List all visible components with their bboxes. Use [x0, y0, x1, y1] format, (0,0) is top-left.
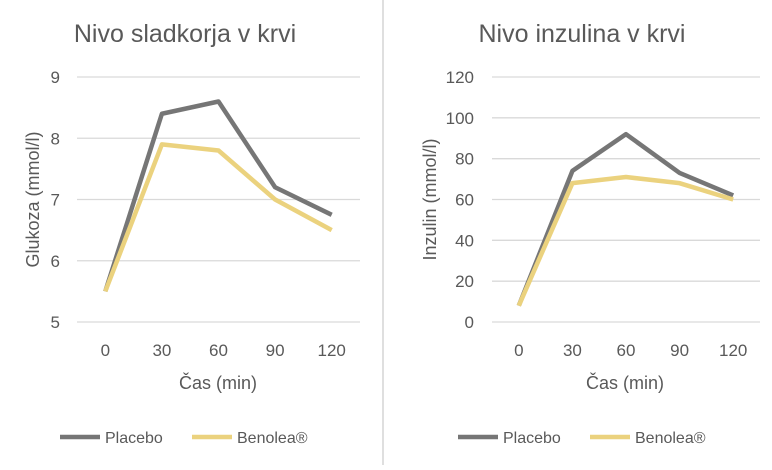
x-tick-label: 120	[318, 341, 346, 360]
x-axis-label: Čas (min)	[179, 372, 257, 393]
chart-title: Nivo sladkorja v krvi	[74, 20, 296, 48]
series-line-placebo	[516, 131, 735, 307]
y-tick-label: 20	[455, 272, 474, 291]
x-tick-label: 30	[563, 341, 582, 360]
series-line-benolea	[516, 174, 734, 307]
y-tick-label: 80	[455, 150, 474, 169]
x-tick-label: 120	[719, 341, 747, 360]
x-tick-label: 90	[266, 341, 285, 360]
x-axis-label: Čas (min)	[586, 372, 664, 393]
legend-label: Placebo	[503, 430, 561, 447]
x-tick-label: 0	[101, 341, 110, 360]
y-tick-label: 9	[51, 68, 60, 87]
x-tick-label: 90	[670, 341, 689, 360]
x-tick-label: 60	[617, 341, 636, 360]
y-tick-label: 120	[446, 68, 474, 87]
y-tick-label: 40	[455, 231, 474, 250]
series-line-benolea	[103, 142, 333, 293]
y-tick-label: 5	[51, 313, 60, 332]
y-tick-label: 6	[51, 252, 60, 271]
x-tick-label: 0	[514, 341, 523, 360]
legend-label: Benolea®	[635, 430, 706, 447]
y-tick-label: 60	[455, 191, 474, 210]
y-tick-label: 8	[51, 129, 60, 148]
legend-label: Placebo	[105, 430, 163, 447]
series-line-placebo	[103, 99, 333, 293]
y-tick-label: 100	[446, 109, 474, 128]
x-tick-label: 60	[209, 341, 228, 360]
y-axis-label: Glukoza (mmol/l)	[23, 131, 43, 267]
chart-title: Nivo inzulina v krvi	[478, 20, 685, 48]
y-axis-label: Inzulin (mmol/l)	[420, 138, 440, 260]
y-tick-label: 7	[51, 191, 60, 210]
x-tick-label: 30	[152, 341, 171, 360]
y-tick-label: 0	[465, 313, 474, 332]
legend-label: Benolea®	[237, 430, 308, 447]
